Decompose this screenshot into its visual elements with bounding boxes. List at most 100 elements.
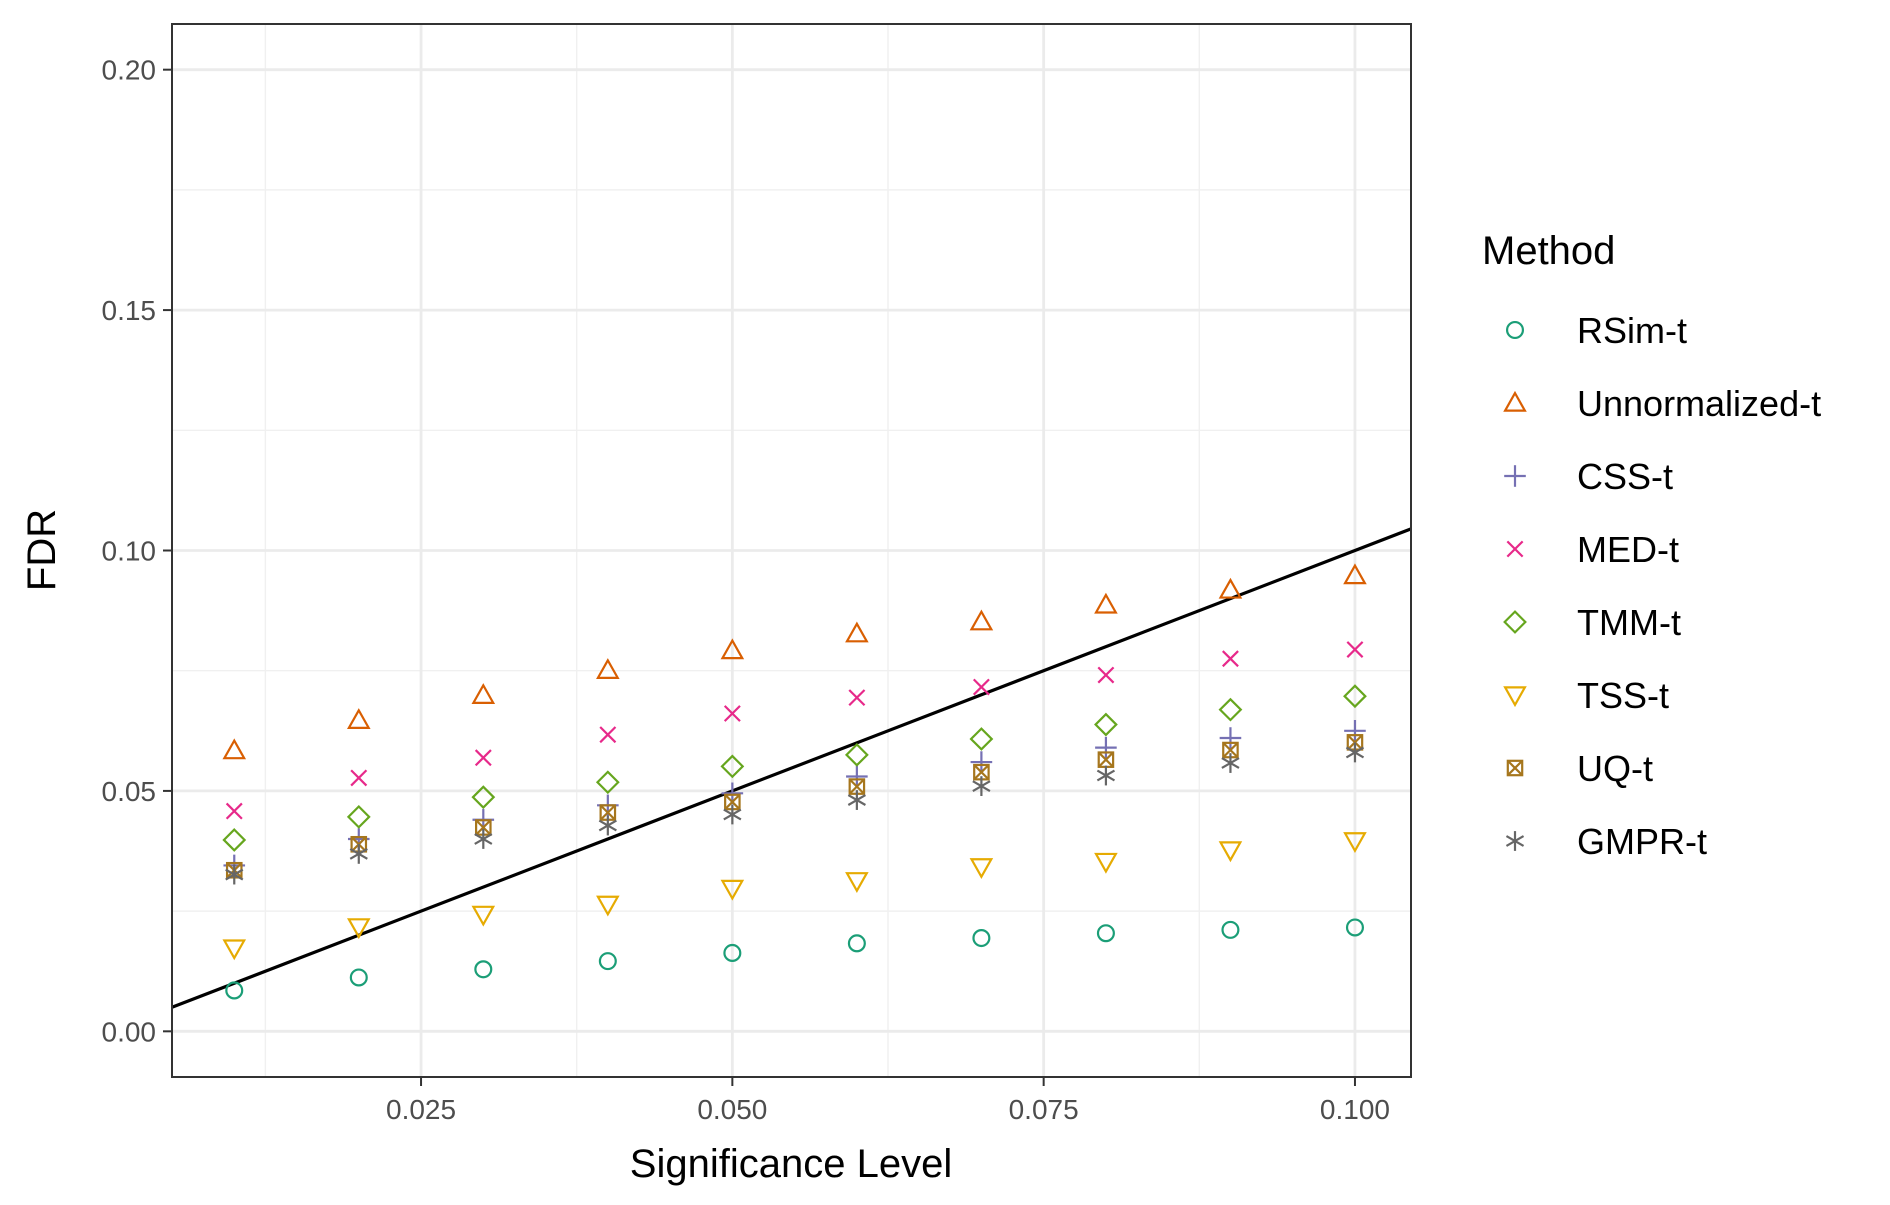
- data-point: [1218, 841, 1243, 863]
- legend-item: RSim-t: [1505, 310, 1687, 351]
- series-unnormalized-t: [222, 563, 1367, 760]
- legend-item: CSS-t: [1504, 456, 1673, 497]
- data-point: [1345, 918, 1364, 937]
- series-rsim-t: [225, 918, 1364, 1000]
- y-tick-label: 0.15: [102, 295, 157, 326]
- data-point: [225, 864, 244, 885]
- series-tmm-t: [222, 684, 1367, 852]
- series-tss-t: [222, 832, 1367, 961]
- data-point: [1221, 920, 1240, 939]
- data-point: [1219, 727, 1242, 749]
- axes: 0.025 0.050 0.075 0.100 0.00 0.05 0.10 0.15 0.20: [102, 55, 1391, 1125]
- y-tick-label: 0.05: [102, 776, 157, 807]
- data-point: [1222, 650, 1239, 668]
- reference-line-layer: [171, 527, 1412, 1009]
- legend-item: GMPR-t: [1505, 821, 1707, 862]
- x-axis-title: Significance Level: [630, 1142, 952, 1186]
- legend-label: Unnormalized-t: [1577, 383, 1821, 424]
- legend-item: Unnormalized-t: [1503, 383, 1821, 424]
- data-point: [720, 879, 745, 901]
- data-point: [349, 843, 368, 864]
- legend-key: [1505, 320, 1525, 340]
- data-point: [847, 934, 866, 953]
- data-point: [595, 770, 620, 795]
- data-point: [969, 609, 994, 631]
- legend-key: [1504, 465, 1526, 487]
- data-point: [474, 829, 493, 849]
- data-point: [474, 960, 493, 979]
- x-tick-label: 0.050: [697, 1094, 767, 1125]
- legend-label: UQ-t: [1577, 748, 1653, 789]
- x-tick-label: 0.025: [386, 1094, 456, 1125]
- y-tick-label: 0.20: [102, 55, 157, 86]
- data-point: [1096, 765, 1116, 786]
- legend-label: CSS-t: [1577, 456, 1673, 497]
- data-point: [845, 621, 869, 643]
- data-point: [222, 738, 247, 760]
- data-point: [1343, 563, 1367, 585]
- legend-key: [1503, 686, 1527, 708]
- data-point: [847, 790, 866, 810]
- reference-line: [171, 527, 1412, 1009]
- data-point: [474, 749, 492, 767]
- data-point: [970, 751, 993, 773]
- data-point: [1343, 684, 1367, 709]
- legend-item: TMM-t: [1503, 602, 1681, 643]
- data-point: [1095, 736, 1117, 759]
- data-point: [1218, 697, 1243, 722]
- gridlines: [172, 24, 1411, 1077]
- legend-key: [1506, 540, 1524, 558]
- data-point: [596, 895, 620, 917]
- legend-key: [1505, 831, 1525, 851]
- legend-key: [1506, 759, 1524, 777]
- data-point: [1094, 712, 1118, 737]
- data-point: [1346, 641, 1364, 658]
- data-point: [347, 918, 371, 940]
- data-point: [347, 708, 371, 729]
- data-point: [471, 683, 496, 704]
- data-point: [225, 981, 244, 1000]
- data-point: [720, 638, 745, 660]
- data-point: [723, 943, 742, 962]
- data-point: [969, 727, 994, 751]
- data-point: [846, 765, 868, 788]
- data-point: [596, 658, 620, 679]
- legend-key: [1503, 610, 1527, 634]
- data-point: [972, 678, 990, 696]
- data-point: [1344, 720, 1366, 742]
- data-point: [222, 939, 247, 961]
- data-point: [471, 905, 496, 927]
- data-point: [471, 785, 496, 810]
- data-point: [1221, 753, 1240, 773]
- data-point: [844, 742, 869, 767]
- data-point: [723, 804, 742, 825]
- legend-title: Method: [1482, 229, 1615, 273]
- data-point: [350, 769, 368, 787]
- data-point: [1218, 577, 1243, 599]
- legend-label: RSim-t: [1577, 310, 1687, 351]
- y-tick-label: 0.00: [102, 1016, 157, 1047]
- data-point: [599, 726, 617, 744]
- data-point: [349, 968, 368, 987]
- data-point: [972, 929, 991, 948]
- series-med-t: [225, 641, 1364, 820]
- legend-item: MED-t: [1506, 529, 1679, 570]
- data-point: [598, 952, 617, 971]
- data-point: [845, 872, 869, 893]
- legend-item: UQ-t: [1506, 748, 1653, 789]
- data-point: [1094, 852, 1118, 874]
- legend-key: [1503, 390, 1527, 412]
- data-point: [848, 689, 866, 707]
- legend-items: RSim-t Unnormalized-t CSS-t MED-t TMM-t TSS-t…: [1503, 310, 1821, 862]
- data-point: [598, 815, 617, 836]
- data-point: [720, 754, 745, 779]
- data-point: [1094, 592, 1118, 614]
- data-point: [222, 828, 247, 852]
- data-point: [225, 802, 243, 820]
- data-point: [1343, 832, 1367, 854]
- legend-label: TSS-t: [1577, 675, 1669, 716]
- series-gmpr-t: [225, 742, 1365, 885]
- data-point: [346, 804, 371, 829]
